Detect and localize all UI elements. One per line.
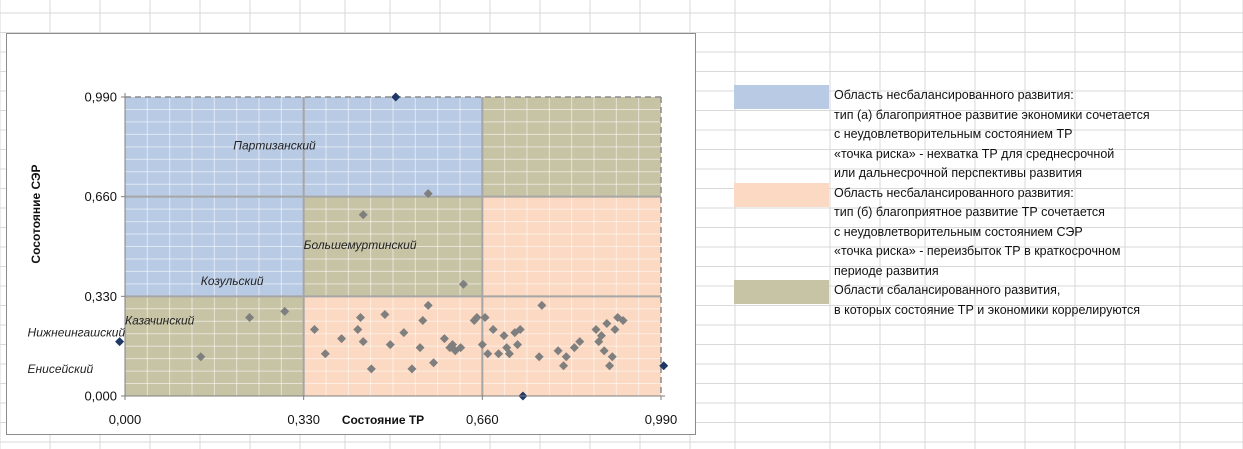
data-point — [591, 325, 601, 335]
annotations-layer: Партизанский Большемуртинский Козульский Ка… — [28, 138, 417, 375]
data-point-highlight — [115, 337, 125, 347]
data-point — [596, 331, 606, 341]
data-point — [488, 325, 498, 335]
chart-area[interactable]: Партизанский Большемуртинский Козульский Ка… — [6, 33, 696, 435]
data-point — [504, 349, 514, 359]
data-point — [553, 346, 563, 356]
data-point — [196, 352, 206, 362]
x-tick-label: 0,990 — [645, 412, 678, 427]
region-dividers — [125, 96, 662, 396]
data-point — [380, 309, 390, 319]
x-tick-label: 0,000 — [109, 412, 142, 427]
data-point — [358, 337, 368, 347]
x-axis-label: Состояние ТР — [342, 413, 424, 427]
legend-swatch — [734, 182, 829, 207]
data-point — [320, 349, 330, 359]
region-annotation: Енисейский — [28, 362, 94, 376]
legend-swatch — [734, 85, 829, 109]
x-tick-label: 0,330 — [287, 412, 320, 427]
data-point — [494, 349, 504, 359]
data-point — [534, 352, 544, 362]
data-point — [423, 300, 433, 310]
points-layer — [115, 92, 669, 401]
data-point — [366, 364, 376, 374]
y-axis-label: Сосотояние СЭР — [29, 164, 43, 263]
legend-text-line: Область несбалансированного развития: — [834, 88, 1074, 102]
region-annotation: Партизанский — [233, 138, 316, 152]
y-tick-label: 0,000 — [84, 389, 117, 404]
data-point — [499, 331, 509, 341]
data-point — [456, 343, 466, 353]
data-point — [605, 361, 615, 371]
legend-text-line: или дальнесрочной перспективы развития — [834, 166, 1082, 180]
y-tick-label: 0,330 — [84, 289, 117, 304]
data-point — [337, 334, 347, 344]
data-point — [537, 300, 547, 310]
data-point — [407, 364, 417, 374]
data-point — [423, 189, 433, 199]
data-point — [280, 306, 290, 316]
data-point — [515, 325, 525, 335]
data-point — [309, 325, 319, 335]
data-point — [429, 358, 439, 368]
legend-text-line: «точка риска» - нехватка ТР для среднеср… — [834, 146, 1115, 161]
legend-text-line: тип (а) благоприятное развитие экономики… — [834, 107, 1150, 122]
legend-text-line: тип (б) благоприятное развитие ТР сочета… — [834, 205, 1105, 219]
data-point — [418, 315, 428, 325]
region-annotation: Козульский — [201, 274, 264, 288]
data-point — [559, 361, 569, 371]
data-point — [607, 352, 617, 362]
region-annotation: Казачинский — [125, 313, 195, 327]
axes-layer: 0,000 0,330 0,660 0,990 0,000 0,330 0,660 0,990 — [84, 90, 677, 428]
data-point — [561, 352, 571, 362]
data-point — [358, 210, 368, 220]
data-point — [483, 349, 493, 359]
legend-text-line: с неудовлетворительным состоянием СЭР — [834, 224, 1083, 239]
data-point-highlight — [659, 361, 669, 371]
legend-text-line: в которых состояние ТР и экономики корре… — [834, 302, 1141, 317]
data-point — [245, 312, 255, 322]
data-point — [513, 340, 523, 350]
data-point — [353, 325, 363, 335]
x-tick-label: 0,660 — [466, 412, 499, 427]
data-point-highlight — [391, 92, 401, 102]
data-point — [472, 312, 482, 322]
region-annotation: Нижнеингашский — [28, 326, 126, 340]
data-point — [477, 340, 487, 350]
legend-text-line: Область несбалансированного развития: — [834, 185, 1074, 200]
data-point — [458, 279, 468, 289]
legend-swatch — [734, 280, 829, 304]
data-point — [415, 343, 425, 353]
region-annotation: Большемуртинский — [304, 238, 417, 252]
data-point — [575, 337, 585, 347]
data-point — [618, 315, 628, 325]
data-point — [399, 328, 409, 338]
data-point — [610, 325, 620, 335]
legend-text-line: с неудовлетворительным состоянием ТР — [834, 127, 1073, 141]
legend-text-line: периоде развития — [834, 263, 939, 278]
scatter-plot: Партизанский Большемуртинский Козульский Ка… — [28, 90, 678, 428]
data-point — [439, 334, 449, 344]
data-point — [599, 346, 609, 356]
data-point — [385, 340, 395, 350]
y-tick-label: 0,660 — [84, 189, 117, 204]
legend-text-line: Области сбалансированного развития, — [834, 283, 1061, 297]
y-tick-label: 0,990 — [84, 90, 117, 105]
data-point — [356, 312, 366, 322]
data-point — [569, 343, 579, 353]
legend-text-line: «точка риска» - переизбыток ТР в краткос… — [834, 244, 1121, 258]
data-point — [480, 312, 490, 322]
data-point — [602, 319, 612, 329]
